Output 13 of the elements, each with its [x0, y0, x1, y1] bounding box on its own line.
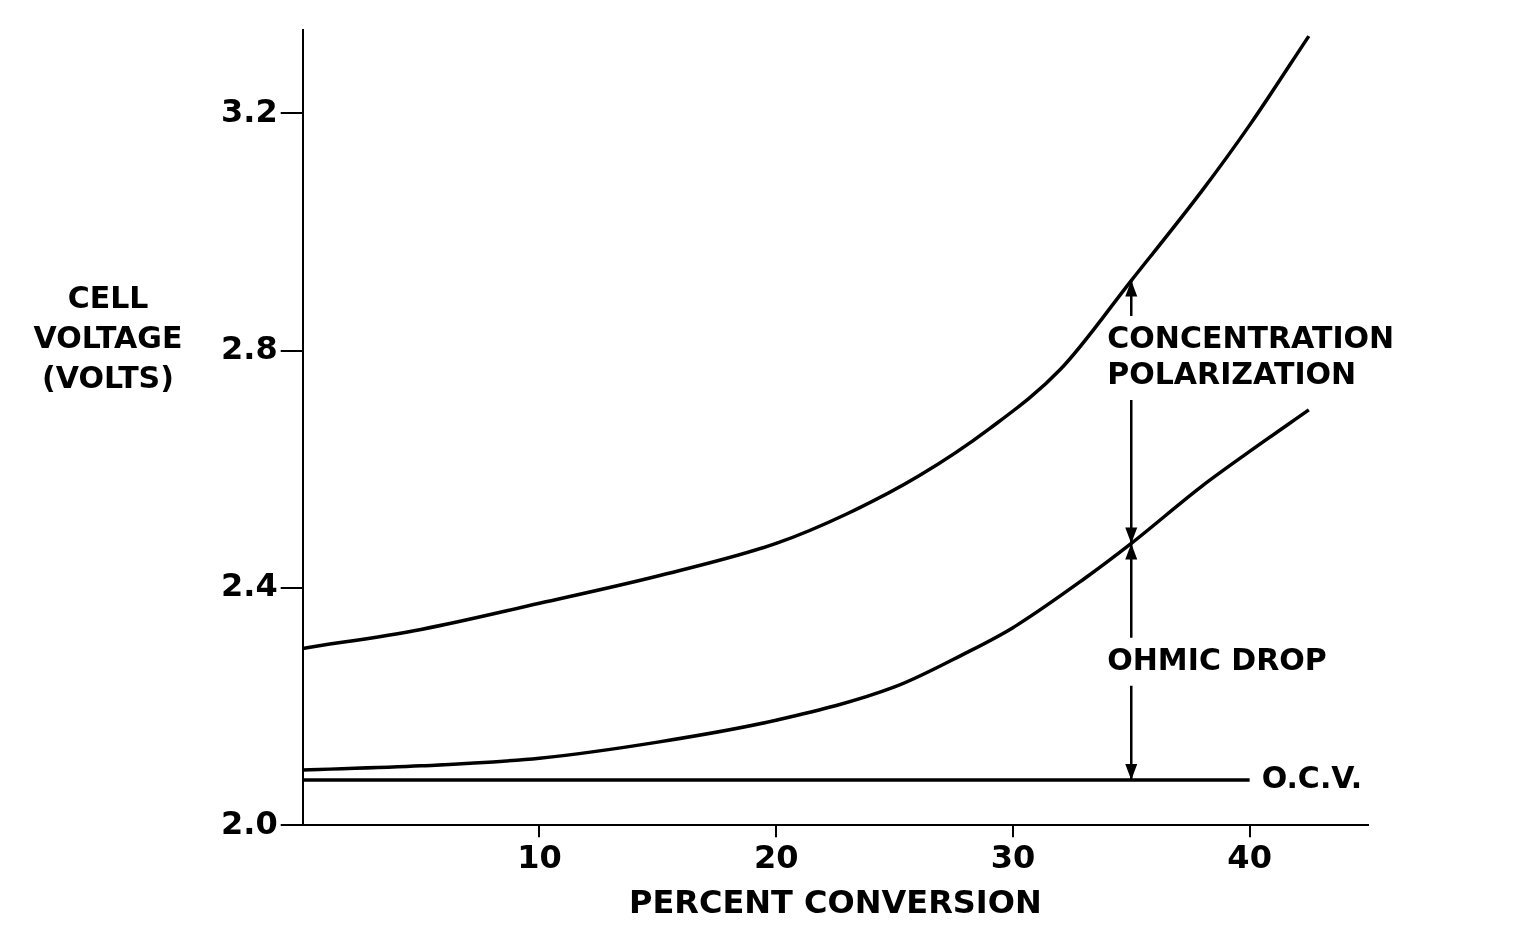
- y-tick-label: 3.2: [221, 91, 278, 130]
- x-tick-label: 30: [990, 837, 1036, 876]
- x-tick-label: 20: [753, 837, 799, 876]
- series-label: O.C.V.: [1261, 759, 1363, 795]
- y-tick-label: 2.4: [221, 566, 278, 605]
- annotation: OHMIC DROP: [1107, 641, 1327, 677]
- x-axis-title: PERCENT CONVERSION: [628, 883, 1042, 922]
- y-axis-title: CELL VOLTAGE (VOLTS): [32, 279, 184, 397]
- x-tick-label: 40: [1227, 837, 1272, 876]
- x-tick-label: 10: [517, 837, 562, 876]
- y-tick-label: 2.0: [221, 803, 278, 842]
- y-tick-label: 2.8: [221, 328, 278, 367]
- annotation: CONCENTRATION POLARIZATION: [1107, 319, 1395, 391]
